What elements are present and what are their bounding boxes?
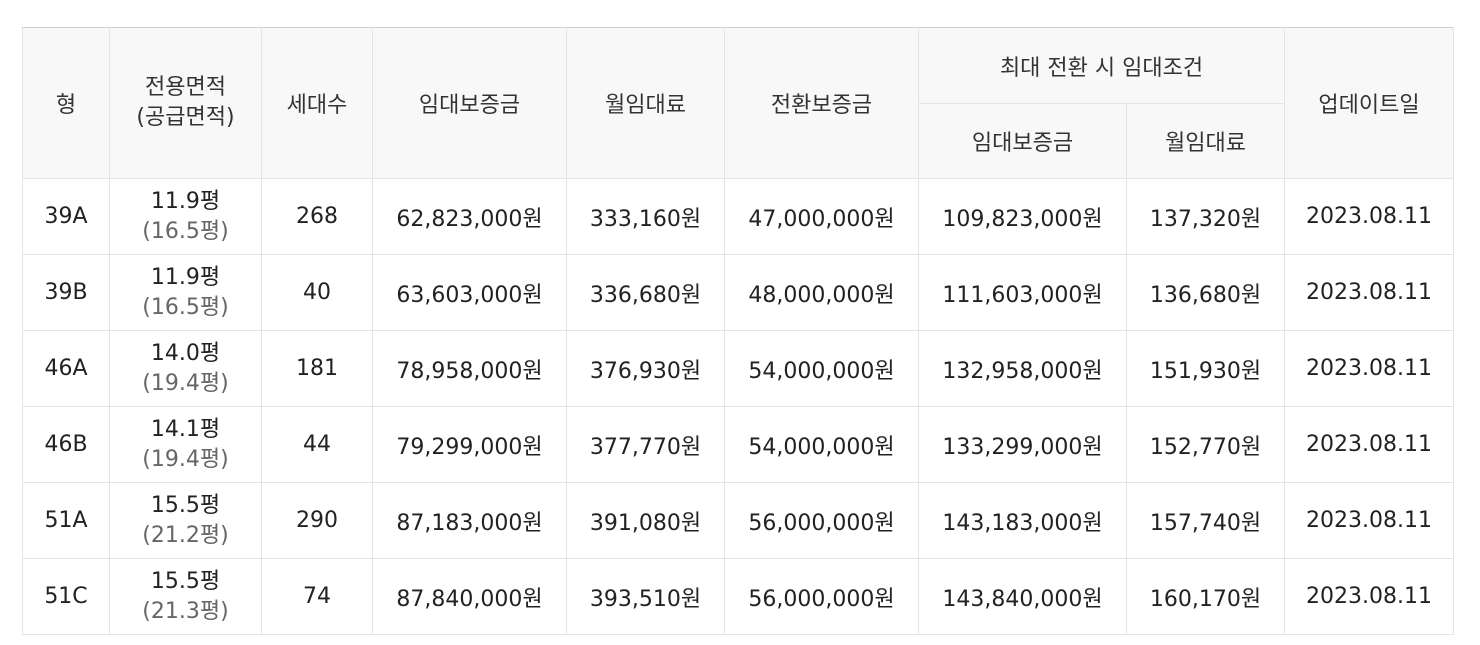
- cell-max-monthly-rent: 137,320원: [1125, 178, 1286, 255]
- table-row: 46A 14.0평 (19.4평) 181 78,958,000원 376,93…: [22, 330, 1455, 407]
- cell-area: 11.9평 (16.5평): [109, 254, 262, 331]
- cell-max-deposit: 111,603,000원: [918, 254, 1127, 331]
- col-header-area: 전용면적 (공급면적): [109, 27, 262, 179]
- cell-max-deposit: 143,183,000원: [918, 482, 1127, 559]
- cell-households: 74: [261, 558, 373, 635]
- col-header-area-line1: 전용면적: [145, 75, 226, 100]
- cell-area: 14.0평 (19.4평): [109, 330, 262, 407]
- col-header-max-deposit: 임대보증금: [918, 103, 1127, 179]
- table-row: 51A 15.5평 (21.2평) 290 87,183,000원 391,08…: [22, 482, 1455, 559]
- cell-updated: 2023.08.11: [1284, 254, 1455, 331]
- cell-type: 46A: [22, 330, 110, 407]
- cell-updated: 2023.08.11: [1284, 558, 1455, 635]
- cell-area-supply: (19.4평): [142, 370, 229, 396]
- cell-area: 14.1평 (19.4평): [109, 406, 262, 483]
- cell-area-exclusive: 15.5평: [150, 568, 221, 594]
- cell-conversion-deposit: 54,000,000원: [724, 406, 919, 483]
- cell-households: 181: [261, 330, 373, 407]
- cell-max-monthly-rent: 136,680원: [1125, 254, 1286, 331]
- cell-area-exclusive: 11.9평: [150, 264, 221, 290]
- cell-deposit: 87,840,000원: [372, 558, 567, 635]
- cell-monthly-rent: 333,160원: [566, 178, 725, 255]
- cell-conversion-deposit: 56,000,000원: [724, 558, 919, 635]
- cell-type: 46B: [22, 406, 110, 483]
- cell-type: 39A: [22, 178, 110, 255]
- cell-max-deposit: 132,958,000원: [918, 330, 1127, 407]
- col-header-conversion-deposit: 전환보증금: [724, 27, 919, 179]
- table-header: 형 전용면적 (공급면적) 세대수 임대보증금 월임대료 전환보증금 최대 전환…: [22, 27, 1455, 179]
- col-header-max-conversion-group: 최대 전환 시 임대조건: [917, 27, 1286, 104]
- cell-conversion-deposit: 48,000,000원: [724, 254, 919, 331]
- cell-max-monthly-rent: 152,770원: [1125, 406, 1286, 483]
- cell-households: 44: [261, 406, 373, 483]
- cell-deposit: 62,823,000원: [372, 178, 567, 255]
- cell-deposit: 78,958,000원: [372, 330, 567, 407]
- col-header-deposit: 임대보증금: [372, 27, 567, 179]
- cell-area: 15.5평 (21.2평): [109, 482, 262, 559]
- cell-monthly-rent: 393,510원: [566, 558, 725, 635]
- cell-conversion-deposit: 56,000,000원: [724, 482, 919, 559]
- table-row: 51C 15.5평 (21.3평) 74 87,840,000원 393,510…: [22, 558, 1455, 635]
- cell-monthly-rent: 336,680원: [566, 254, 725, 331]
- cell-area-supply: (21.2평): [142, 522, 229, 548]
- table-row: 46B 14.1평 (19.4평) 44 79,299,000원 377,770…: [22, 406, 1455, 483]
- cell-deposit: 87,183,000원: [372, 482, 567, 559]
- cell-updated: 2023.08.11: [1284, 406, 1455, 483]
- col-header-households: 세대수: [261, 27, 373, 179]
- table-row: 39B 11.9평 (16.5평) 40 63,603,000원 336,680…: [22, 254, 1455, 331]
- cell-households: 290: [261, 482, 373, 559]
- cell-monthly-rent: 391,080원: [566, 482, 725, 559]
- col-header-updated: 업데이트일: [1284, 27, 1455, 179]
- cell-max-monthly-rent: 157,740원: [1125, 482, 1286, 559]
- rent-table-container: 형 전용면적 (공급면적) 세대수 임대보증금 월임대료 전환보증금 최대 전환…: [22, 27, 1455, 635]
- header-row-sub: 임대보증금 월임대료: [23, 103, 1454, 179]
- cell-deposit: 79,299,000원: [372, 406, 567, 483]
- cell-max-monthly-rent: 151,930원: [1125, 330, 1286, 407]
- cell-updated: 2023.08.11: [1284, 178, 1455, 255]
- table-row: 39A 11.9평 (16.5평) 268 62,823,000원 333,16…: [22, 178, 1455, 255]
- cell-area: 15.5평 (21.3평): [109, 558, 262, 635]
- cell-monthly-rent: 377,770원: [566, 406, 725, 483]
- cell-updated: 2023.08.11: [1284, 482, 1455, 559]
- table-body: 39A 11.9평 (16.5평) 268 62,823,000원 333,16…: [22, 178, 1455, 635]
- cell-households: 268: [261, 178, 373, 255]
- cell-area: 11.9평 (16.5평): [109, 178, 262, 255]
- cell-area-exclusive: 15.5평: [150, 492, 221, 518]
- cell-area-supply: (19.4평): [142, 446, 229, 472]
- header-row-top: 형 전용면적 (공급면적) 세대수 임대보증금 월임대료 전환보증금 최대 전환…: [22, 27, 1455, 179]
- col-header-area-line2: (공급면적): [136, 105, 235, 130]
- cell-max-deposit: 133,299,000원: [918, 406, 1127, 483]
- cell-area-exclusive: 14.1평: [150, 416, 221, 442]
- cell-max-deposit: 143,840,000원: [918, 558, 1127, 635]
- cell-max-deposit: 109,823,000원: [918, 178, 1127, 255]
- cell-area-exclusive: 14.0평: [150, 340, 221, 366]
- cell-households: 40: [261, 254, 373, 331]
- cell-type: 39B: [22, 254, 110, 331]
- cell-conversion-deposit: 54,000,000원: [724, 330, 919, 407]
- cell-max-monthly-rent: 160,170원: [1125, 558, 1286, 635]
- cell-area-supply: (21.3평): [142, 598, 229, 624]
- col-header-type: 형: [22, 27, 110, 179]
- cell-type: 51A: [22, 482, 110, 559]
- cell-area-supply: (16.5평): [142, 218, 229, 244]
- col-header-max-monthly-rent: 월임대료: [1125, 103, 1286, 179]
- cell-area-exclusive: 11.9평: [150, 188, 221, 214]
- cell-updated: 2023.08.11: [1284, 330, 1455, 407]
- col-header-monthly-rent: 월임대료: [566, 27, 725, 179]
- cell-type: 51C: [22, 558, 110, 635]
- cell-monthly-rent: 376,930원: [566, 330, 725, 407]
- cell-conversion-deposit: 47,000,000원: [724, 178, 919, 255]
- cell-area-supply: (16.5평): [142, 294, 229, 320]
- cell-deposit: 63,603,000원: [372, 254, 567, 331]
- rent-conditions-table: 형 전용면적 (공급면적) 세대수 임대보증금 월임대료 전환보증금 최대 전환…: [22, 27, 1455, 635]
